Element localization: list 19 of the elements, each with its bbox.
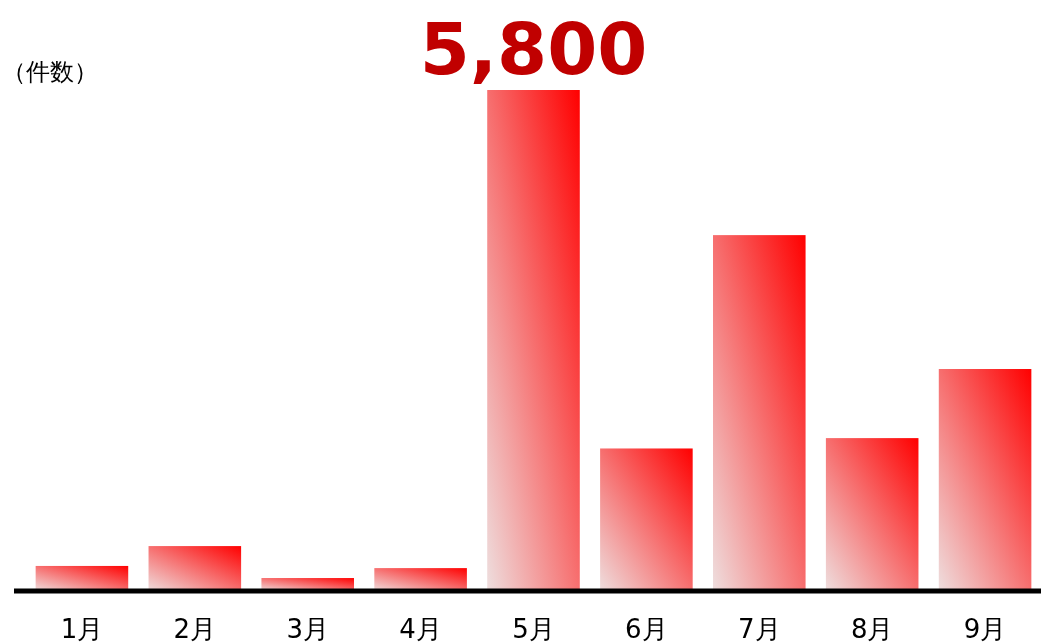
x-tick-label: 9月 xyxy=(963,614,1007,644)
bar xyxy=(938,369,1032,591)
x-tick-label: 1月 xyxy=(60,614,104,644)
x-tick-label: 2月 xyxy=(173,614,217,644)
x-tick-label: 3月 xyxy=(286,614,329,644)
bar xyxy=(825,438,919,591)
bar xyxy=(600,448,693,591)
data-label: 5,800 xyxy=(419,7,648,91)
bar xyxy=(35,565,129,591)
bar xyxy=(374,568,467,591)
x-tick-label: 7月 xyxy=(738,614,781,644)
bar xyxy=(713,235,806,591)
y-axis-title: （件数） xyxy=(2,58,98,86)
x-tick-label: 5月 xyxy=(512,614,555,644)
x-tick-label: 8月 xyxy=(850,614,894,644)
x-tick-label: 4月 xyxy=(399,614,442,644)
bar xyxy=(148,546,242,591)
x-tick-label: 6月 xyxy=(625,614,668,644)
bar xyxy=(487,90,580,591)
